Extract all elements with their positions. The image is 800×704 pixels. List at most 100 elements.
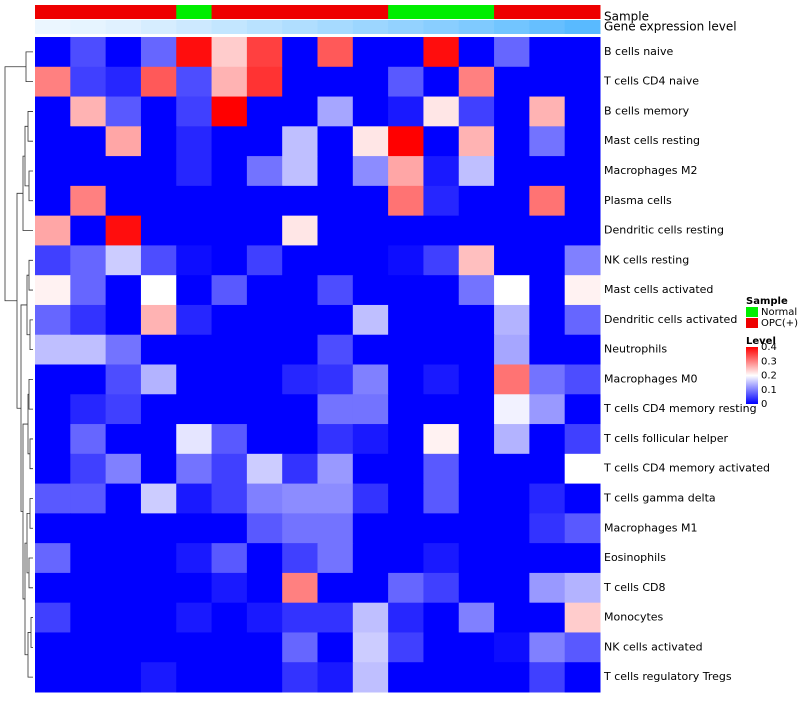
heatmap-cell (494, 364, 530, 395)
heatmap-cell (246, 483, 283, 514)
heatmap-cell (317, 572, 354, 604)
heatmap-cell (458, 245, 495, 276)
heatmap-cell (105, 424, 142, 455)
heatmap-cell (282, 364, 318, 395)
sample-cell (211, 5, 248, 19)
heatmap-cell (352, 126, 389, 157)
heatmap-cell (70, 513, 107, 544)
heatmap-cell (35, 126, 71, 157)
heatmap-cell (282, 602, 318, 633)
heatmap-cell (70, 185, 107, 217)
row-labels: B cells naive T cells CD4 naive B cells me… (603, 45, 770, 683)
row-label: T cells CD4 naive (603, 75, 699, 88)
sample-cell (529, 5, 566, 19)
sample-track-label: Sample (604, 10, 649, 24)
row-label: Macrophages M0 (604, 372, 697, 385)
heatmap-cell (564, 96, 601, 127)
heatmap-cell (494, 126, 530, 157)
heatmap-cell (388, 662, 424, 693)
heatmap-cell (282, 215, 318, 246)
heatmap-cell (388, 126, 424, 157)
heatmap-cell (176, 66, 213, 98)
heatmap-cell (211, 543, 248, 574)
heatmap-cell (458, 156, 495, 187)
heatmap-cell (317, 364, 354, 395)
dendrogram-branch (26, 512, 30, 574)
heatmap-cell (494, 66, 530, 98)
heatmap-cell (494, 304, 530, 336)
heatmap-cell (494, 632, 530, 663)
heatmap-cell (105, 37, 142, 68)
heatmap-cell (70, 424, 107, 455)
heatmap-cell (105, 126, 142, 157)
heatmap-cell (35, 453, 71, 485)
heatmap-cell (246, 66, 283, 98)
heatmap-cell (494, 275, 530, 306)
heatmap-cell (423, 543, 460, 574)
sample-cell (176, 5, 213, 19)
sample-cell (105, 5, 142, 19)
heatmap-cell (246, 572, 283, 604)
heatmap-cell (564, 156, 601, 187)
heatmap-cell (388, 632, 424, 663)
heatmap-cell (282, 513, 318, 544)
heatmap-cell (564, 215, 601, 246)
heatmap-cell (564, 245, 601, 276)
dendrogram-branch (27, 111, 33, 142)
expression-cell (494, 20, 530, 34)
heatmap-cell (494, 185, 530, 217)
heatmap-cell (529, 424, 566, 455)
row-label: T cells CD8 (603, 581, 666, 594)
heatmap-cell (494, 662, 530, 693)
heatmap-cell (105, 453, 142, 485)
heatmap-cell (176, 394, 213, 425)
heatmap-cell (388, 513, 424, 544)
expression-cell (352, 20, 389, 34)
heatmap-cell (176, 126, 213, 157)
heatmap-cell (35, 543, 71, 574)
heatmap-cell (564, 513, 601, 544)
expression-cell (458, 20, 495, 34)
heatmap-cell (388, 156, 424, 187)
heatmap-cell (70, 126, 107, 157)
heatmap-cell (176, 37, 213, 68)
sample-cell (564, 5, 601, 19)
sample-cell (317, 5, 354, 19)
heatmap-cell (140, 185, 177, 217)
heatmap-cell (176, 602, 213, 633)
sample-cell (246, 5, 283, 19)
dendrogram-branch (28, 170, 33, 202)
heatmap-cell (105, 334, 142, 365)
heatmap-cell (70, 483, 107, 514)
heatmap-cell (70, 37, 107, 68)
heatmap-cell (423, 126, 460, 157)
heatmap-cell (35, 424, 71, 455)
heatmap-cell (529, 96, 566, 127)
heatmap-cell (352, 66, 389, 98)
sample-cell (423, 5, 460, 19)
heatmap-cell (423, 602, 460, 633)
heatmap-cell (176, 245, 213, 276)
heatmap-cell (423, 632, 460, 663)
heatmap-cell (352, 394, 389, 425)
heatmap-cell (564, 66, 601, 98)
sample-legend-title: Sample (746, 296, 788, 307)
heatmap-cell (35, 96, 71, 127)
heatmap-cell (458, 66, 495, 98)
heatmap-cell (140, 334, 177, 365)
heatmap-cell (246, 126, 283, 157)
expression-cell (423, 20, 460, 34)
heatmap-cell (317, 66, 354, 98)
heatmap-cell (529, 483, 566, 514)
heatmap-cell (70, 572, 107, 604)
heatmap-cell (458, 632, 495, 663)
heatmap-cell (105, 156, 142, 187)
heatmap-cell (176, 513, 213, 544)
heatmap-cell (388, 275, 424, 306)
heatmap-cell (317, 632, 354, 663)
heatmap-cell (529, 185, 566, 217)
heatmap-cell (317, 543, 354, 574)
heatmap-cell (494, 572, 530, 604)
heatmap-cell (176, 334, 213, 365)
